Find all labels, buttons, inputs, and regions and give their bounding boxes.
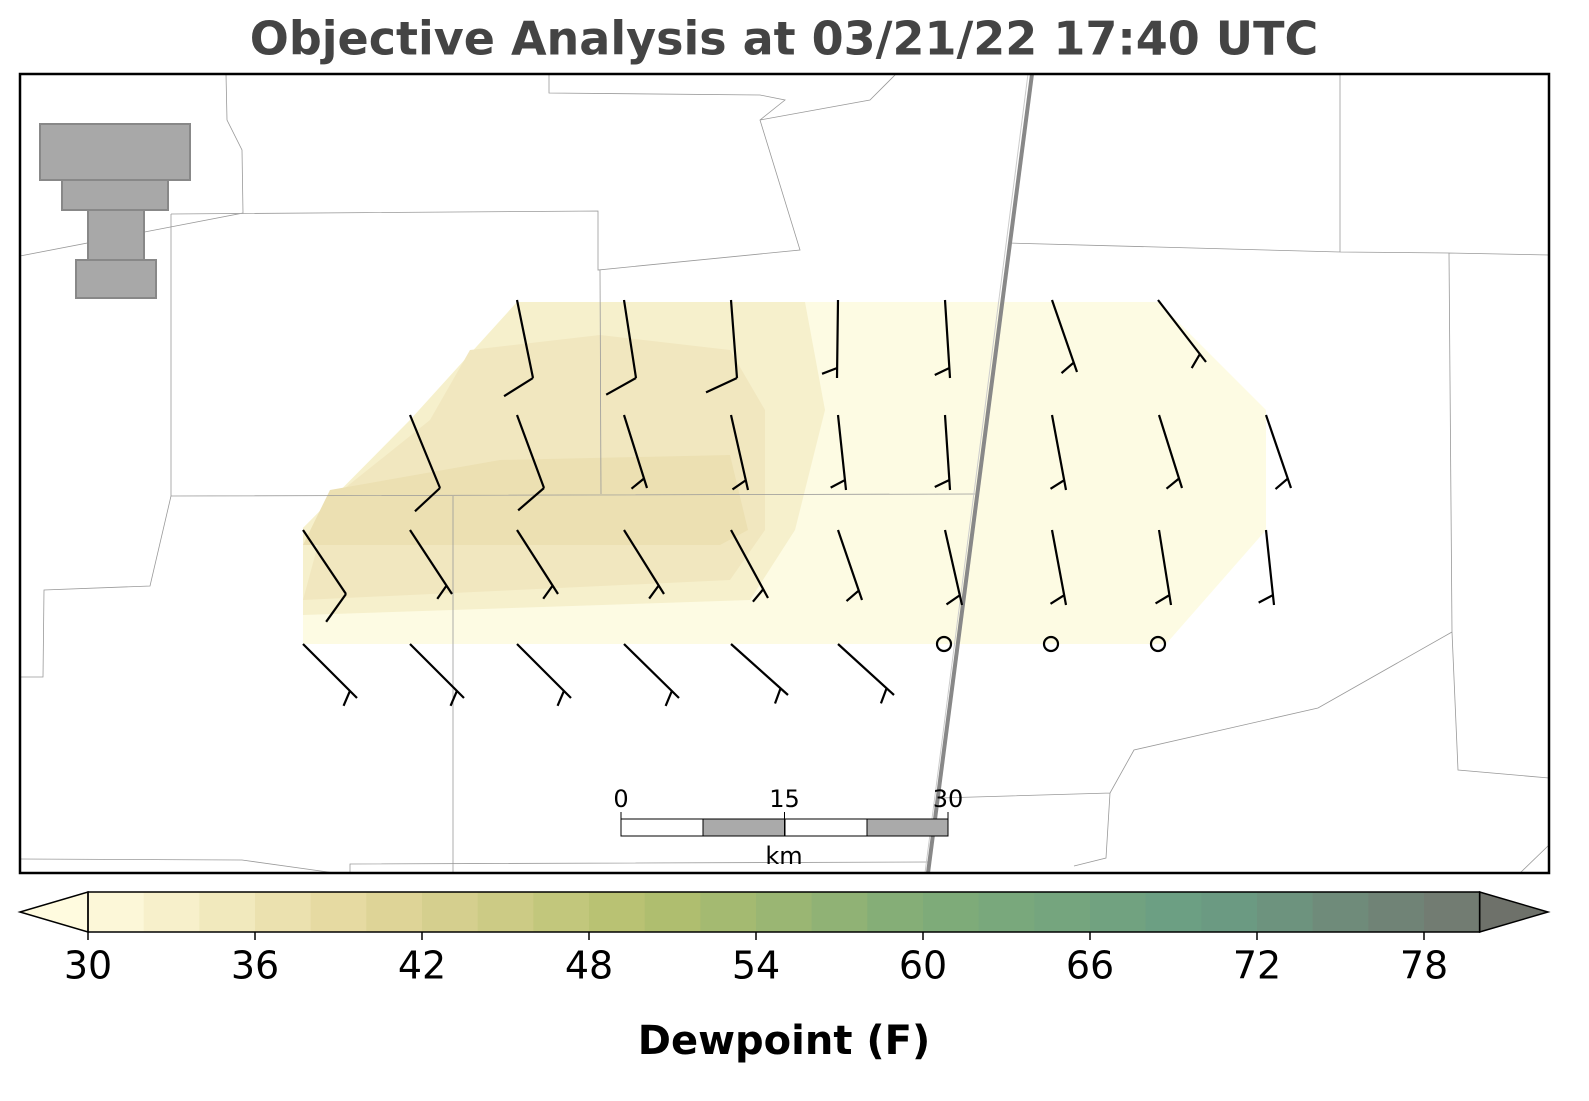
wind-barb: [705, 299, 739, 394]
wind-barb: [1154, 529, 1173, 606]
colorbar-bin: [422, 892, 479, 932]
colorbar-frame: [87, 891, 1481, 933]
colorbar-bin: [533, 892, 590, 932]
wind-barb: [605, 299, 638, 396]
wind-barb: [730, 529, 769, 603]
scale-label: 15: [769, 785, 800, 813]
wind-barb: [729, 414, 750, 491]
scale-bar: km 0 15 30: [613, 785, 963, 870]
colorbar-tick-label: 48: [565, 944, 613, 988]
colorbar-bin: [310, 892, 367, 932]
wind-barb: [409, 643, 465, 707]
calm-marker: [935, 635, 953, 653]
colorbar-bin: [756, 892, 813, 932]
colorbar-bin: [700, 892, 757, 932]
wind-barb: [1157, 299, 1207, 369]
wind-barb: [1049, 414, 1068, 491]
calm-marker: [1149, 635, 1167, 653]
calm-marker: [1042, 635, 1060, 653]
colorbar-bin: [923, 892, 980, 932]
colorbar-bin: [143, 892, 200, 932]
wind-barb: [409, 529, 453, 600]
colorbar-tick-label: 36: [231, 944, 279, 988]
colorbar-tick-label: 30: [64, 944, 112, 988]
wind-barb: [830, 414, 848, 491]
wind-barb: [836, 529, 864, 602]
colorbar-bin: [199, 892, 256, 932]
colorbar-bin: [1034, 892, 1091, 932]
colorbar-bin: [589, 892, 646, 932]
title: Objective Analysis at 03/21/22 17:40 UTC: [250, 12, 1319, 66]
scale-label: 30: [933, 785, 964, 813]
colorbar-extend-high: [1478, 890, 1551, 934]
colorbar-bin: [1312, 892, 1369, 932]
colorbar-bin: [978, 892, 1035, 932]
colorbar-bin: [867, 892, 924, 932]
colorbar-bin: [644, 892, 701, 932]
wind-barb: [1050, 299, 1079, 374]
colorbar-bin: [1368, 892, 1425, 932]
wind-barb: [1157, 414, 1184, 490]
wind-barb: [515, 414, 546, 512]
colorbar-bin: [88, 892, 145, 932]
wind-barb: [516, 643, 572, 707]
map: [18, 72, 1551, 875]
wind-barb: [622, 414, 649, 490]
wind-barb: [1264, 414, 1293, 490]
wind-barb: [503, 299, 535, 398]
wind-barb: [623, 643, 680, 707]
wind-barb: [302, 643, 358, 707]
wind-barb: [934, 414, 952, 491]
wind-barb: [730, 643, 789, 704]
wind-barb: [1049, 529, 1068, 606]
colorbar-tick-label: 42: [398, 944, 446, 988]
scale-unit: km: [765, 842, 802, 870]
colorbar-bin: [1145, 892, 1202, 932]
colorbar-bin: [1424, 892, 1481, 932]
wind-barb: [408, 414, 442, 513]
colorbar: 30 36 42 48 54 60 66 72 78: [17, 890, 1551, 988]
wind-barb: [623, 529, 665, 600]
colorbar-tick-label: 72: [1233, 944, 1281, 988]
wind-barb: [1258, 529, 1276, 606]
scale-label: 0: [613, 785, 628, 813]
wind-barb: [934, 299, 952, 379]
colorbar-bin: [811, 892, 868, 932]
colorbar-bin: [1090, 892, 1147, 932]
colorbar-bin: [1201, 892, 1258, 932]
wind-barb: [821, 299, 840, 379]
colorbar-tick-label: 66: [1066, 944, 1114, 988]
colorbar-bin: [1257, 892, 1314, 932]
wind-barb: [516, 529, 559, 600]
colorbar-tick-label: 78: [1400, 944, 1448, 988]
wind-barb: [943, 529, 964, 606]
colorbar-label: Dewpoint (F): [638, 1018, 931, 1064]
contour-fill: [303, 455, 748, 545]
colorbar-tick-label: 54: [732, 944, 780, 988]
wind-barb: [837, 643, 895, 704]
colorbar-bin: [366, 892, 423, 932]
colorbar-bin: [477, 892, 534, 932]
colorbar-extend-low: [17, 890, 89, 934]
wind-barb: [302, 529, 347, 623]
colorbar-bin: [255, 892, 312, 932]
colorbar-tick-label: 60: [899, 944, 947, 988]
